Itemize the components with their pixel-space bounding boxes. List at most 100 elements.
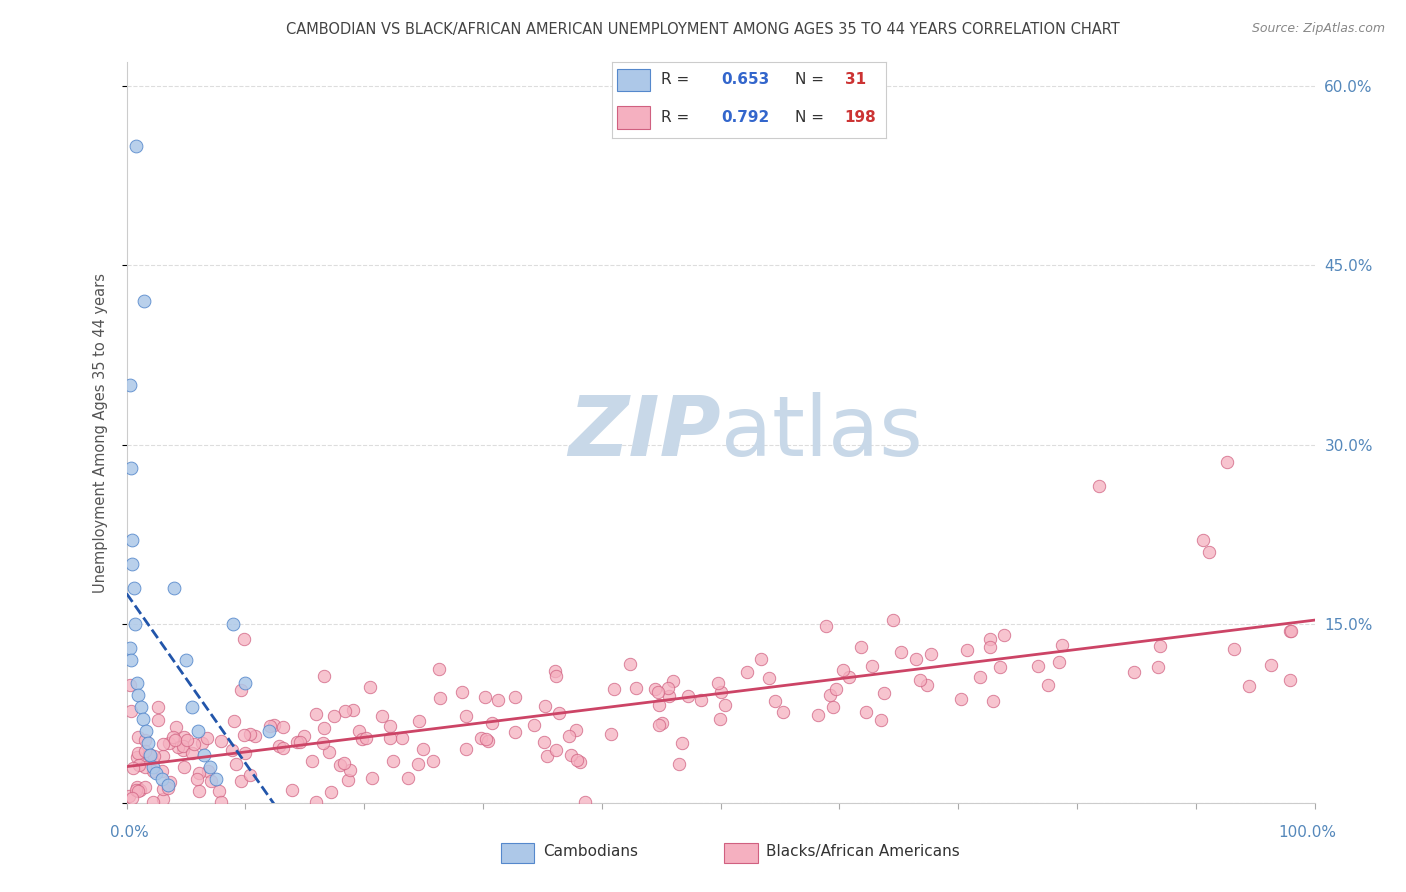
Text: ZIP: ZIP [568,392,721,473]
Text: Blacks/African Americans: Blacks/African Americans [766,845,960,859]
Point [127,784,149,798]
Point [120,704,142,718]
Point [647,718,669,732]
Point [969,669,991,683]
Point [157,778,180,792]
Point [950,692,973,706]
Point [145,766,167,780]
Point [173,760,195,774]
Point [707,676,730,690]
Point [710,685,733,699]
Text: 198: 198 [845,111,876,125]
Point [232,728,254,742]
Point [565,753,588,767]
Point [890,645,912,659]
Point [648,698,671,712]
Point [979,632,1001,646]
Point [990,660,1012,674]
Point [821,700,844,714]
Point [644,681,666,696]
Point [127,747,149,761]
Text: 0.0%: 0.0% [110,825,149,839]
Point [820,689,842,703]
Point [1239,679,1261,693]
Point [412,741,434,756]
Point [624,681,647,696]
Point [152,782,174,797]
Point [873,685,896,699]
Point [568,756,591,770]
Point [1026,658,1049,673]
Point [662,674,685,689]
Point [381,754,404,768]
Point [238,727,260,741]
Point [180,700,202,714]
Point [806,708,828,723]
Point [981,694,1004,708]
Point [408,714,430,729]
Point [136,736,159,750]
Point [312,736,335,750]
Point [322,708,344,723]
Point [129,700,152,714]
Point [546,743,568,757]
Point [709,712,731,726]
Point [339,763,361,777]
Point [690,693,713,707]
Point [1198,545,1220,559]
Point [882,613,904,627]
Point [142,764,165,779]
Point [143,748,166,763]
Point [127,730,149,744]
Text: 100.0%: 100.0% [1278,825,1337,839]
Point [305,706,328,721]
Point [751,651,773,665]
FancyBboxPatch shape [617,69,650,91]
Point [186,772,208,786]
Point [860,658,883,673]
Point [120,678,142,692]
Point [603,681,626,696]
Point [239,767,262,781]
Point [533,735,555,749]
Point [450,685,472,699]
Point [1279,673,1302,688]
Point [259,719,281,733]
Point [124,616,146,631]
Point [599,727,621,741]
Point [849,640,872,654]
Point [1088,479,1111,493]
Point [125,750,148,764]
Point [915,678,938,692]
Point [138,747,160,762]
Point [869,713,891,727]
Point [176,732,198,747]
Point [120,461,142,475]
Point [221,743,243,757]
Point [125,783,148,797]
Point [544,669,567,683]
Text: 0.653: 0.653 [721,72,769,87]
Point [838,670,860,684]
Point [920,648,942,662]
Point [121,557,143,571]
Point [222,616,245,631]
Text: atlas: atlas [721,392,922,473]
Point [197,764,219,779]
Point [342,702,364,716]
Point [128,758,150,772]
Point [187,724,209,739]
Point [474,690,496,704]
Point [1146,660,1168,674]
Text: CAMBODIAN VS BLACK/AFRICAN AMERICAN UNEMPLOYMENT AMONG AGES 35 TO 44 YEARS CORRE: CAMBODIAN VS BLACK/AFRICAN AMERICAN UNEM… [287,22,1119,37]
Text: N =: N = [796,72,830,87]
Point [814,619,837,633]
Point [333,756,356,770]
Point [150,772,173,786]
Point [257,724,280,739]
Point [188,766,211,780]
Point [560,747,582,762]
Point [1036,678,1059,692]
Point [735,665,758,679]
Point [127,689,149,703]
